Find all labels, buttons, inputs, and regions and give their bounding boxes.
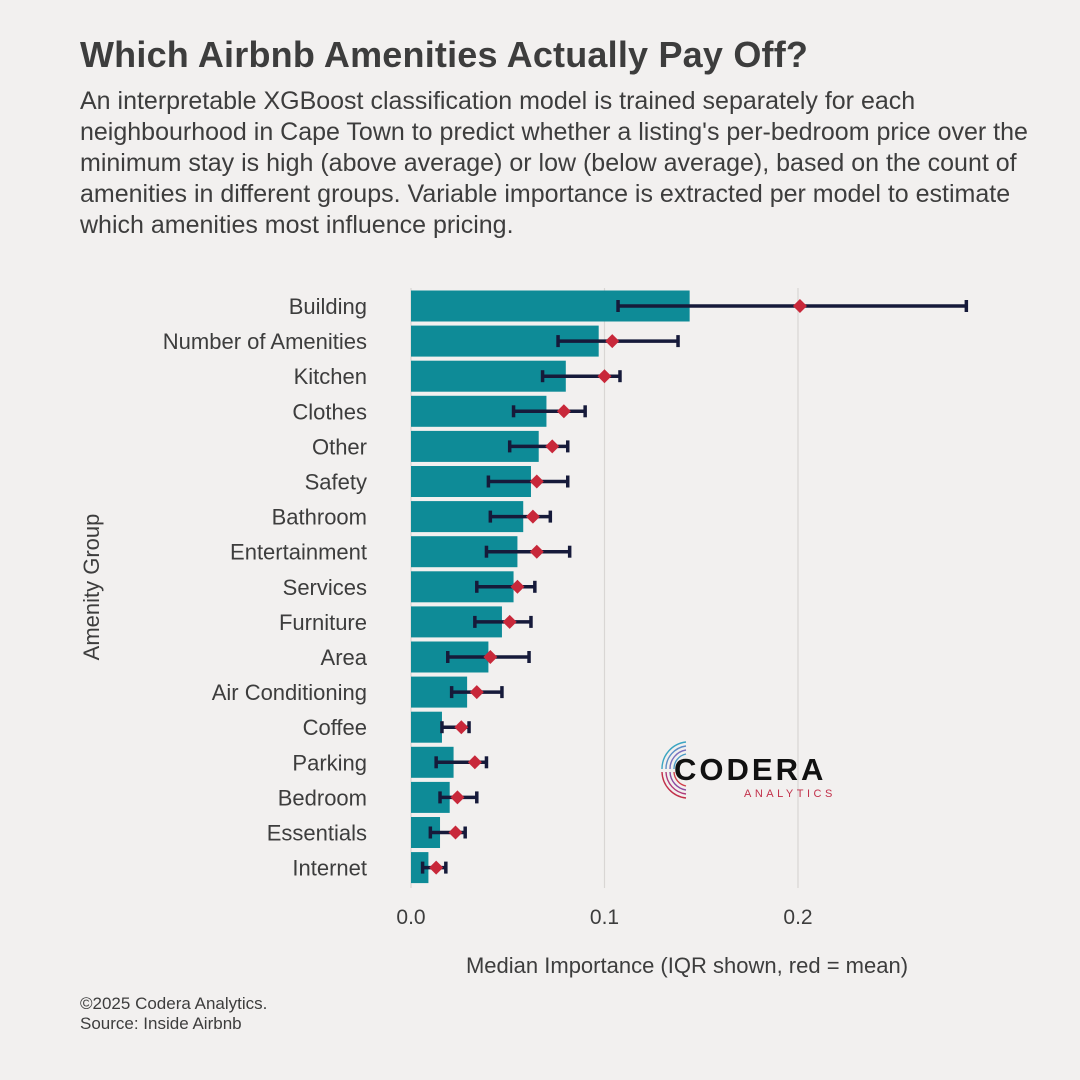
category-label: Parking [292, 750, 367, 775]
x-tick-label: 0.2 [783, 906, 812, 929]
category-label: Area [321, 645, 368, 670]
source-text: Source: Inside Airbnb [80, 1014, 242, 1033]
footer: ©2025 Codera Analytics. Source: Inside A… [80, 994, 267, 1034]
mean-marker [529, 544, 544, 559]
category-label: Essentials [267, 821, 367, 846]
copyright-text: ©2025 Codera Analytics. [80, 994, 268, 1013]
category-labels: Building Number of Amenities Kitchen Clothe… [163, 294, 368, 881]
x-tick-label: 0.1 [590, 906, 619, 929]
importance-chart: Building Number of Amenities Kitchen Clothe… [79, 288, 969, 978]
mean-marker [525, 509, 540, 524]
category-label: Internet [292, 856, 367, 881]
category-label: Kitchen [294, 364, 367, 389]
category-label: Bathroom [272, 505, 367, 530]
chart-subtitle: An interpretable XGBoost classification … [80, 87, 1028, 239]
fingerprint-icon [661, 741, 687, 799]
mean-marker [450, 790, 465, 805]
mean-marker [454, 720, 469, 735]
category-label: Number of Amenities [163, 329, 367, 354]
category-label: Other [312, 434, 367, 459]
bar [411, 360, 566, 392]
logo-name: CODERA [674, 752, 826, 787]
y-axis-label: Amenity Group [79, 514, 104, 661]
chart-title: Which Airbnb Amenities Actually Pay Off? [80, 34, 809, 75]
category-label: Clothes [292, 399, 367, 424]
bar [411, 711, 442, 743]
mean-marker [510, 579, 525, 594]
mean-marker [469, 685, 484, 700]
category-label: Entertainment [230, 540, 367, 565]
codera-logo-mark: CODERA ANALYTICS [661, 741, 836, 800]
bars [411, 290, 690, 884]
mean-marker [545, 439, 560, 454]
category-label: Bedroom [278, 785, 367, 810]
mean-marker [502, 614, 517, 629]
codera-logo: CODERA ANALYTICS [656, 736, 846, 807]
error-bars [420, 300, 969, 874]
x-tick-labels: 0.0 0.1 0.2 [396, 906, 812, 929]
mean-marker [483, 650, 498, 664]
mean-marker [605, 334, 620, 349]
x-axis-label: Median Importance (IQR shown, red = mean… [466, 953, 908, 978]
mean-marker [529, 474, 544, 489]
category-label: Services [283, 575, 367, 600]
category-label: Furniture [279, 610, 367, 635]
category-label: Air Conditioning [212, 680, 367, 705]
category-label: Coffee [303, 715, 367, 740]
mean-marker [597, 369, 612, 384]
mean-marker [556, 404, 571, 419]
bar [411, 852, 429, 884]
mean-marker [429, 860, 444, 875]
logo-tagline: ANALYTICS [744, 788, 836, 800]
category-label: Building [289, 294, 367, 319]
mean-marker [467, 755, 482, 770]
mean-marker [792, 299, 807, 313]
mean-marker [448, 825, 463, 840]
x-tick-label: 0.0 [396, 906, 425, 929]
category-label: Safety [305, 470, 367, 495]
